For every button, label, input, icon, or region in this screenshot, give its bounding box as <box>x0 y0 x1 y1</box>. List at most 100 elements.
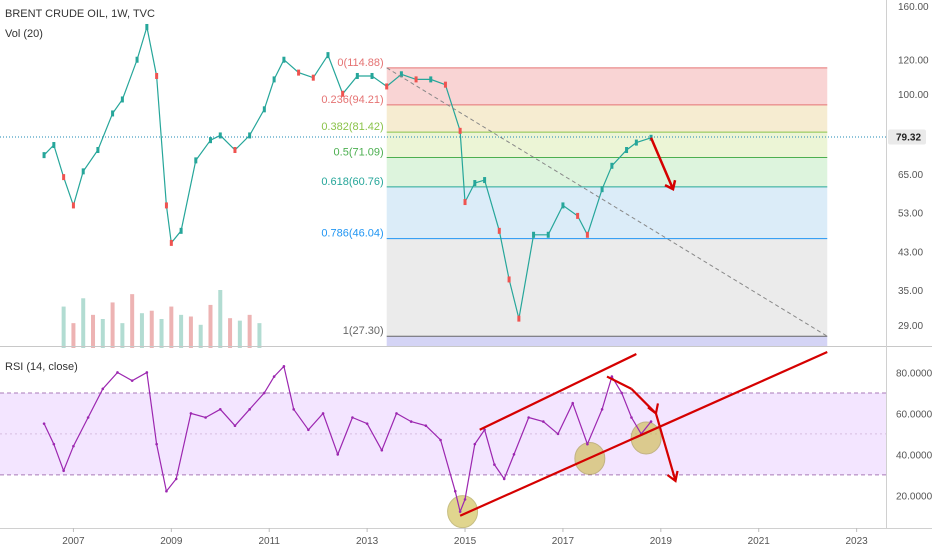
rsi-points <box>42 365 653 513</box>
rsi-point <box>458 510 462 513</box>
rsi-trend-line <box>606 375 632 390</box>
price-candle <box>179 227 183 234</box>
rsi-point <box>483 428 486 432</box>
fib-labels: 0(114.88) 0.236(94.21) 0.382(81.42) 0.5(71.… <box>321 57 383 337</box>
price-candle <box>473 180 477 187</box>
volume-bar <box>139 313 144 348</box>
rsi-point <box>351 416 354 419</box>
price-tick-label: 100.00 <box>898 90 929 101</box>
price-candle <box>282 56 286 63</box>
rsi-point <box>72 444 75 448</box>
fib-zone <box>386 157 828 187</box>
price-tick-label: 160.00 <box>898 2 929 13</box>
price-candle <box>341 90 345 97</box>
fib-level-label: 1(27.30) <box>343 325 384 337</box>
rsi-point <box>248 408 251 411</box>
volume-bar <box>61 306 66 348</box>
price-candle <box>585 231 589 238</box>
price-candle <box>399 71 403 78</box>
rsi-point <box>263 391 266 395</box>
price-candle <box>120 96 124 103</box>
time-tick-label: 2013 <box>356 536 379 547</box>
volume-bar <box>179 314 184 348</box>
price-axis[interactable]: 160.00 120.00 100.00 65.00 53.00 43.00 35.00 29… <box>886 0 930 528</box>
time-tick-label: 2019 <box>650 536 673 547</box>
time-axis[interactable]: 2007 2009 2011 2013 2015 2017 2019 2021 2023 <box>0 528 932 547</box>
volume-bar <box>208 304 213 348</box>
fib-level-label: 0.5(71.09) <box>334 146 384 158</box>
price-candle <box>483 177 487 184</box>
rsi-point <box>307 428 310 432</box>
highlight-circle <box>447 495 479 529</box>
fib-zone <box>386 238 828 337</box>
volume-bar <box>218 290 223 348</box>
rsi-point <box>424 424 428 427</box>
rsi-point <box>502 477 506 481</box>
rsi-point <box>556 432 560 436</box>
rsi-point <box>86 416 90 419</box>
current-price-label: 79.32 <box>896 133 921 144</box>
price-candle <box>370 72 374 79</box>
rsi-point <box>610 375 614 378</box>
rsi-point <box>463 498 467 501</box>
rsi-point <box>189 412 193 415</box>
price-tick-label: 65.00 <box>898 170 923 181</box>
volume-bar <box>91 314 96 348</box>
rsi-point <box>365 422 369 425</box>
rsi-point <box>453 489 457 493</box>
rsi-tick-label: 60.0000 <box>896 409 932 420</box>
price-candle <box>272 76 276 83</box>
price-candle <box>62 174 66 181</box>
rsi-pane[interactable] <box>0 350 886 529</box>
price-candle <box>561 202 565 209</box>
rsi-trend-line <box>479 353 637 431</box>
price-candle <box>42 152 46 159</box>
rsi-point <box>204 416 207 419</box>
price-candle <box>194 157 198 164</box>
price-candle <box>262 106 266 113</box>
rsi-point <box>292 408 296 411</box>
price-tick-label: 120.00 <box>898 56 929 67</box>
volume-bar <box>188 316 193 348</box>
price-candle <box>169 239 173 246</box>
rsi-arrow <box>654 413 679 483</box>
price-candle <box>297 69 301 76</box>
volume-bar <box>247 314 252 348</box>
price-axis-ticks: 160.00 120.00 100.00 65.00 53.00 43.00 35.00 29… <box>898 2 929 332</box>
volume-bar <box>257 323 262 348</box>
rsi-point <box>130 379 134 382</box>
rsi-point <box>336 453 340 456</box>
rsi-trend-drawings <box>459 350 828 517</box>
rsi-point <box>42 422 46 425</box>
price-tick-label: 35.00 <box>898 286 923 297</box>
price-candle <box>326 52 330 59</box>
rsi-point <box>527 416 530 419</box>
fib-level-label: 0.618(60.76) <box>321 176 383 188</box>
fib-zone <box>386 132 828 158</box>
rsi-point <box>395 412 398 415</box>
rsi-point <box>586 442 589 446</box>
rsi-point <box>542 420 545 423</box>
current-price-tag <box>888 129 926 145</box>
rsi-point <box>155 442 158 446</box>
price-candle <box>164 202 168 209</box>
rsi-point <box>321 412 325 415</box>
time-tick-label: 2017 <box>552 536 575 547</box>
rsi-point <box>145 371 149 374</box>
price-pane[interactable]: 0(114.88) 0.236(94.21) 0.382(81.42) 0.5(71.… <box>0 0 886 348</box>
price-candle <box>532 231 536 238</box>
rsi-point <box>600 408 604 411</box>
rsi-point <box>282 365 286 368</box>
price-candle <box>443 81 447 88</box>
volume-bar <box>120 323 125 348</box>
rsi-point <box>174 477 178 481</box>
time-axis-ticks: 2007 2009 2011 2013 2015 2017 2019 2021 2023 <box>62 528 868 547</box>
rsi-point <box>620 391 623 395</box>
rsi-point <box>52 442 56 446</box>
volume-bar <box>159 319 164 348</box>
price-candle <box>355 72 359 79</box>
volume-bar <box>100 319 105 348</box>
price-candle <box>610 162 614 169</box>
price-candle <box>463 199 467 206</box>
